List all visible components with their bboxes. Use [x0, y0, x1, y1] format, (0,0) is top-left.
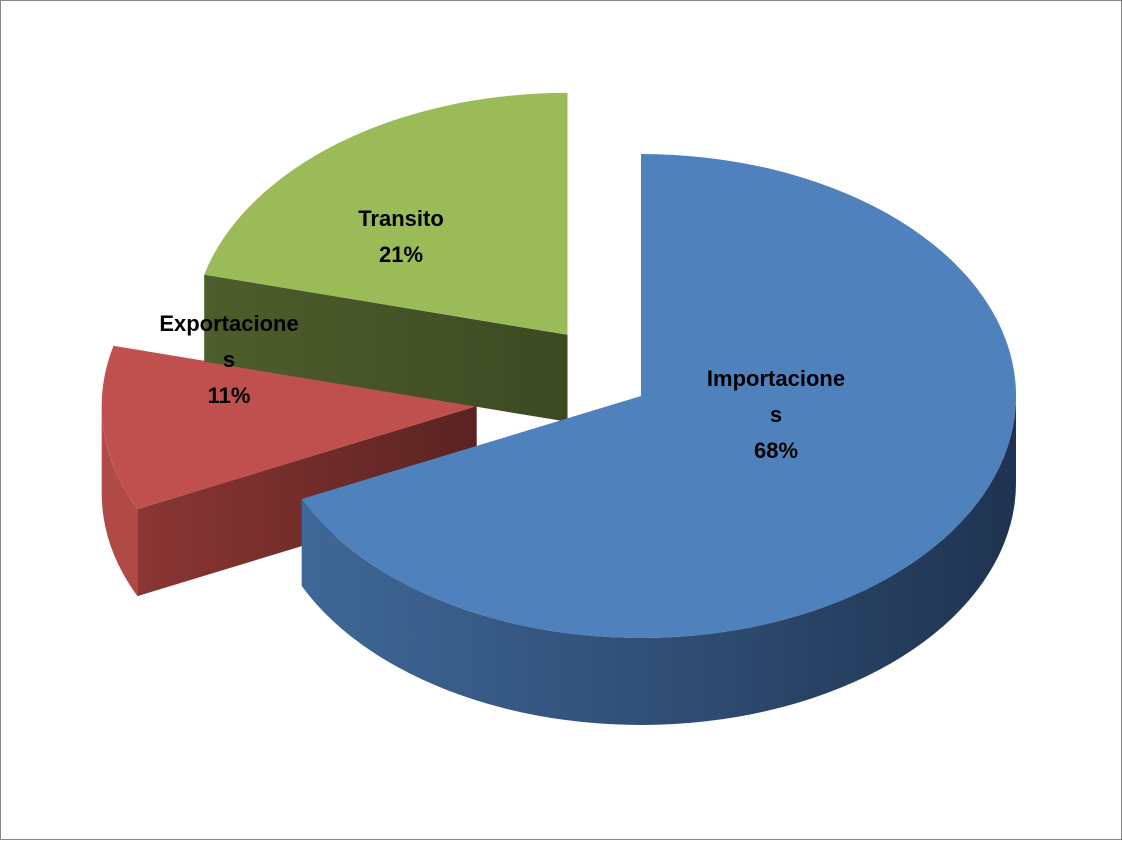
- data-label-exportaciones: Exportacione s 11%: [159, 311, 298, 408]
- slice-side-importaciones: [301, 396, 1016, 725]
- slice-transito: [204, 92, 568, 422]
- slice-importaciones: [301, 154, 1017, 725]
- slice-side-transito: [204, 274, 568, 422]
- slice-outer-wall-exportaciones: [101, 406, 138, 597]
- slice-top-transito: [204, 92, 568, 335]
- data-label-transito: Transito 21%: [358, 206, 444, 267]
- slice-top-importaciones: [301, 154, 1017, 639]
- slice-top-exportaciones: [101, 345, 477, 510]
- data-label-importaciones: Importacione s 68%: [707, 366, 845, 463]
